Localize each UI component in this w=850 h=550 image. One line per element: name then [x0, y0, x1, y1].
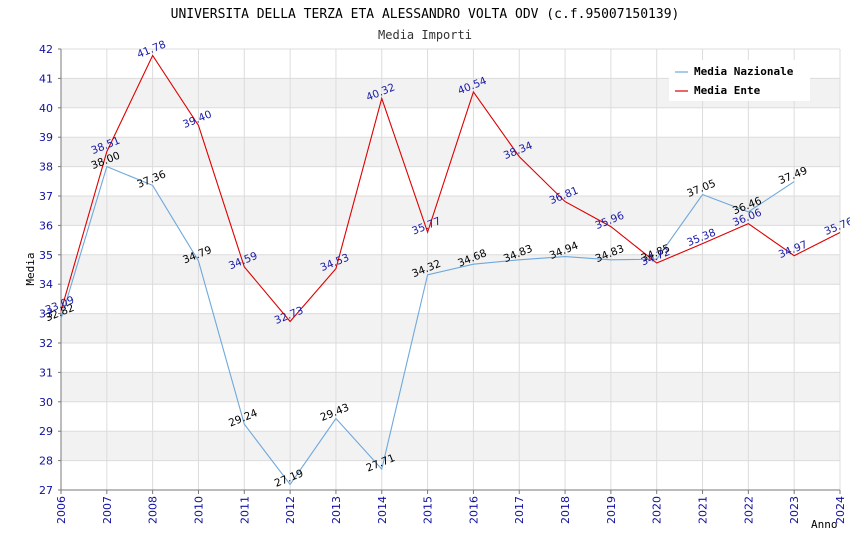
y-tick-label: 35 — [39, 249, 53, 262]
x-tick-label: 2007 — [101, 496, 114, 524]
x-tick-label: 2019 — [605, 496, 618, 524]
x-tick-label: 2015 — [422, 496, 435, 524]
series-line-media-nazionale — [60, 165, 795, 486]
x-tick-label: 2023 — [788, 496, 801, 524]
y-tick-label: 28 — [39, 455, 53, 468]
x-tick-label: 2006 — [55, 496, 68, 524]
legend-label-media-nazionale: Media Nazionale — [694, 65, 794, 78]
x-tick-label: 2012 — [284, 496, 297, 524]
legend-box — [669, 60, 810, 101]
y-axis-label: Media — [24, 252, 37, 285]
x-tick-label: 2018 — [559, 496, 572, 524]
x-tick-label: 2008 — [147, 496, 160, 524]
x-tick-label: 2024 — [834, 496, 847, 524]
y-tick-label: 42 — [39, 43, 53, 56]
x-tick-labels: 2006 2007 2008 2010 2011 2012 2013 2014 2015 2016… — [55, 496, 847, 524]
data-label: 35.38 — [685, 227, 717, 249]
series-line-media-ente — [60, 54, 841, 323]
x-tick-label: 2013 — [330, 496, 343, 524]
x-tick-label: 2021 — [697, 496, 710, 524]
data-label: 37.36 — [135, 168, 168, 191]
y-tick-label: 41 — [39, 72, 53, 85]
y-tick-label: 34 — [39, 278, 53, 291]
x-axis-label: Anno — [811, 518, 838, 531]
x-tick-label: 2011 — [238, 496, 251, 524]
y-tick-label: 27 — [39, 484, 53, 497]
band-28 — [61, 431, 840, 461]
legend-label-media-ente: Media Ente — [694, 84, 761, 97]
y-tick-label: 36 — [39, 219, 53, 232]
chart-subtitle: Media Importi — [378, 28, 472, 42]
y-tick-label: 37 — [39, 190, 53, 203]
legend: Media Nazionale Media Ente — [669, 60, 810, 101]
series-lines — [60, 54, 841, 486]
y-tick-labels: 27 28 29 30 31 32 33 34 35 36 37 38 39 40 41 42 — [39, 43, 53, 497]
band-30 — [61, 372, 840, 402]
x-tick-label: 2016 — [467, 496, 480, 524]
y-tick-label: 31 — [39, 366, 53, 379]
data-label: 39.40 — [181, 108, 213, 130]
band-36 — [61, 196, 840, 226]
y-tick-label: 33 — [39, 308, 53, 321]
x-tick-label: 2014 — [376, 496, 389, 524]
y-tick-label: 32 — [39, 337, 53, 350]
x-tick-label: 2017 — [513, 496, 526, 524]
x-tick-label: 2020 — [651, 496, 664, 524]
plot-bands — [61, 78, 840, 461]
data-label: 27.19 — [273, 467, 305, 489]
band-32 — [61, 313, 840, 343]
y-tick-label: 29 — [39, 425, 53, 438]
y-tick-label: 30 — [39, 396, 53, 409]
y-tick-label: 40 — [39, 102, 53, 115]
y-tick-label: 39 — [39, 131, 53, 144]
axes — [58, 48, 841, 494]
data-label: 37.49 — [777, 165, 809, 187]
chart-title: UNIVERSITA DELLA TERZA ETA ALESSANDRO VO… — [171, 7, 680, 22]
x-tick-label: 2022 — [742, 496, 755, 524]
x-tick-label: 2010 — [192, 496, 205, 524]
y-tick-label: 38 — [39, 161, 53, 174]
data-label: 29.24 — [227, 407, 260, 430]
